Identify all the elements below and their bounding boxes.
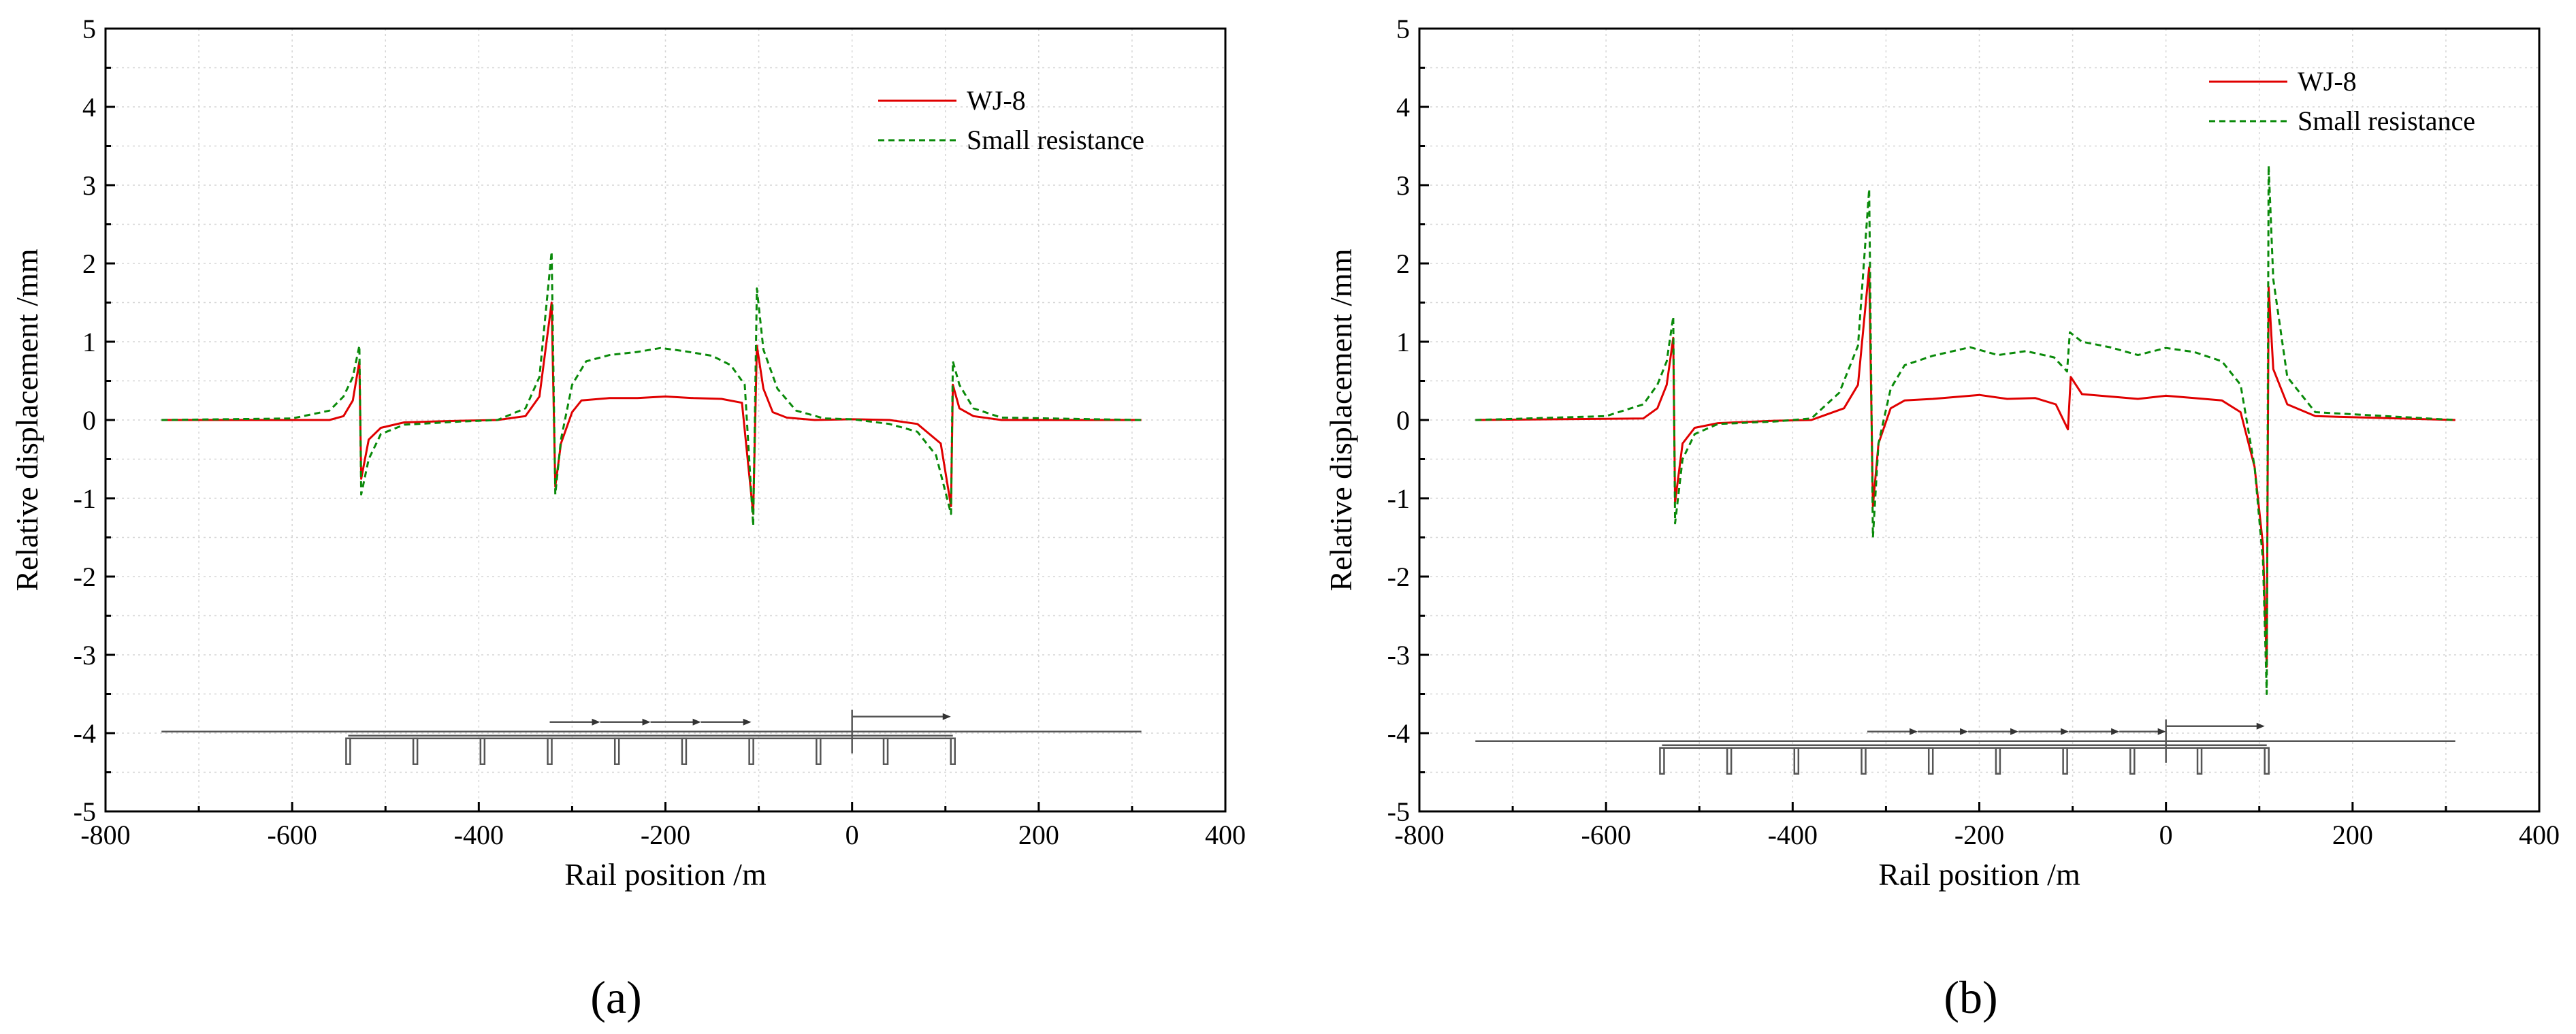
- legend: WJ-8 Small resistance: [878, 85, 1144, 155]
- y-tick-label: -5: [74, 796, 96, 827]
- bridge-pier: [1861, 747, 1867, 775]
- x-tick-label: -800: [1394, 820, 1444, 850]
- bridge-pier: [950, 737, 956, 765]
- x-tick-label: -800: [80, 820, 130, 850]
- bridge-pier: [1927, 747, 1934, 775]
- chart-panel-a: -800 -600 -400 -200 0 200 400 -5 -4 -3 -2 -1 0 1 2 3 4 5 R…: [10, 14, 1246, 1023]
- y-tick-label: -4: [1387, 718, 1410, 749]
- x-tick-label: 0: [846, 820, 859, 850]
- x-axis-label: Rail position /m: [564, 857, 767, 892]
- x-tick-label: 400: [2519, 820, 2560, 850]
- arrow-head: [2061, 728, 2070, 735]
- bridge-pier: [479, 737, 486, 765]
- chart-panel-b: -800 -600 -400 -200 0 200 400 -5 -4 -3 -2 -1 0 1 2 3 4 5 R…: [1323, 14, 2560, 1023]
- x-tick-label: -200: [641, 820, 690, 850]
- arrow-head: [692, 718, 701, 726]
- legend-label: Small resistance: [967, 125, 1144, 155]
- arrow-head: [1910, 728, 1918, 735]
- legend-label: Small resistance: [2298, 106, 2475, 136]
- bridge-pier: [1726, 747, 1733, 775]
- y-tick-label: 0: [82, 405, 96, 436]
- x-tick-label: -600: [268, 820, 317, 850]
- series-line-wj-8: [161, 302, 1142, 515]
- x-tick-label: 200: [2332, 820, 2373, 850]
- y-tick-label: 4: [82, 92, 96, 123]
- y-tick-label: -2: [1387, 562, 1410, 592]
- y-tick-label: 2: [1396, 248, 1410, 279]
- legend-label: WJ-8: [967, 85, 1026, 116]
- bridge-pier: [2129, 747, 2136, 775]
- y-tick-label: -3: [74, 640, 96, 671]
- bridge-pier: [613, 737, 620, 765]
- x-axis-arrowhead: [2256, 722, 2265, 730]
- x-axis-label: Rail position /m: [1878, 857, 2080, 892]
- y-tick-label: 2: [82, 248, 96, 279]
- bridge-pier: [1793, 747, 1800, 775]
- bridge-pier: [547, 737, 553, 765]
- x-tick-label: 200: [1018, 820, 1059, 850]
- series-line-small-resistance: [161, 251, 1142, 527]
- x-tick-label: -400: [1768, 820, 1818, 850]
- y-axis-label: Relative displacement /mm: [1323, 248, 1358, 592]
- y-tick-label: 1: [82, 327, 96, 357]
- bridge-pier: [882, 737, 889, 765]
- series-line-small-resistance: [1475, 164, 2456, 695]
- bridge-pier: [1659, 747, 1665, 775]
- bridge-schematic: [1475, 719, 2456, 775]
- x-tick-label: 0: [2159, 820, 2173, 850]
- bridge-pier: [748, 737, 754, 765]
- arrow-head: [2111, 728, 2120, 735]
- legend-label: WJ-8: [2298, 66, 2357, 97]
- bridge-pier: [816, 737, 822, 765]
- y-tick-label: 3: [82, 170, 96, 201]
- y-tick-label: 3: [1396, 170, 1410, 201]
- y-tick-label: -5: [1387, 796, 1410, 827]
- bridge-pier: [345, 737, 351, 765]
- y-tick-label: 5: [82, 14, 96, 44]
- bridge-schematic: [161, 709, 1142, 765]
- x-tick-label: -200: [1954, 820, 2004, 850]
- bridge-pier: [2264, 747, 2270, 775]
- arrow-head: [1960, 728, 1969, 735]
- arrow-head: [642, 718, 651, 726]
- y-tick-label: -2: [74, 562, 96, 592]
- y-axis-label: Relative displacement /mm: [10, 248, 44, 592]
- arrow-head: [2157, 728, 2166, 735]
- y-tick-label: 4: [1396, 92, 1410, 123]
- series-line-wj-8: [1475, 266, 2456, 668]
- y-tick-label: -3: [1387, 640, 1410, 671]
- x-axis-arrowhead: [942, 713, 951, 720]
- bridge-pier: [1995, 747, 2001, 775]
- bridge-pier: [2196, 747, 2203, 775]
- legend: WJ-8 Small resistance: [2209, 66, 2475, 136]
- y-tick-label: 0: [1396, 405, 1410, 436]
- panel-label: (b): [1944, 971, 1997, 1023]
- arrow-head: [743, 718, 752, 726]
- bridge-pier: [681, 737, 688, 765]
- arrow-head: [2010, 728, 2019, 735]
- x-tick-label: -600: [1581, 820, 1631, 850]
- bridge-pier: [412, 737, 419, 765]
- bridge-pier: [2062, 747, 2068, 775]
- x-tick-label: -400: [454, 820, 504, 850]
- arrow-head: [592, 718, 600, 726]
- y-tick-label: 1: [1396, 327, 1410, 357]
- y-tick-label: -1: [74, 483, 96, 514]
- panel-label: (a): [590, 971, 641, 1023]
- y-tick-label: 5: [1396, 14, 1410, 44]
- y-tick-label: -4: [74, 718, 96, 749]
- y-tick-label: -1: [1387, 483, 1410, 514]
- x-tick-label: 400: [1205, 820, 1246, 850]
